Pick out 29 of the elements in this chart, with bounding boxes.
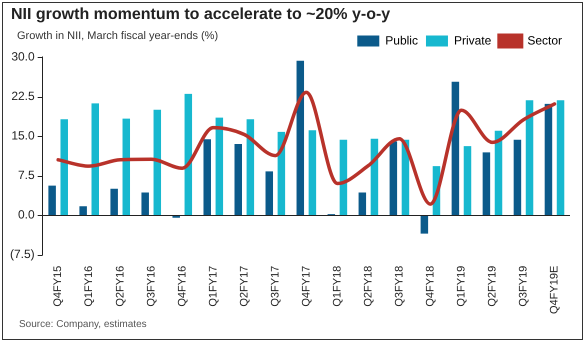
x-tick-label: Q2FY16 [114,266,126,307]
y-tick-label: 22.5 [11,88,35,103]
x-tick-label: Q2FY18 [362,266,374,307]
x-tick-label: Q1FY18 [331,266,344,307]
x-tick-label: Q3FY19 [518,266,530,307]
x-tick-label: Q1FY16 [83,266,96,307]
chart-subtitle: Growth in NII, March fiscal year-ends (%) [17,30,218,42]
source-note: Source: Company, estimates [19,319,147,330]
y-tick-label: 7.5 [18,168,35,182]
x-tick-label: Q3FY16 [145,266,158,307]
x-tick-label: Q1FY17 [207,266,220,307]
legend-label: Public [385,33,418,48]
x-tick-label: Q2FY19 [486,266,498,307]
x-tick-label: Q4FY18 [424,266,436,307]
legend-label: Private [454,33,492,48]
chart-title: NII growth momentum to accelerate to ~20% y-o-y [11,6,390,24]
y-tick-label: (7.5) [10,247,35,262]
x-tick-label: Q4FY16 [176,266,188,307]
legend-label: Sector [527,33,562,48]
x-tick-label: Q1FY19 [455,266,468,307]
x-tick-label: Q3FY17 [269,266,282,307]
x-tick-label: Q2FY17 [238,266,250,307]
x-tick-label: Q3FY18 [393,266,406,307]
y-tick-label: 0.0 [18,207,35,222]
x-tick-label: Q4FY17 [300,266,312,307]
x-tick-label: Q4FY19E [548,266,561,314]
y-tick-label: 30.0 [11,49,35,64]
x-tick-label: Q4FY15 [52,266,64,307]
y-tick-label: 15.0 [11,128,35,142]
